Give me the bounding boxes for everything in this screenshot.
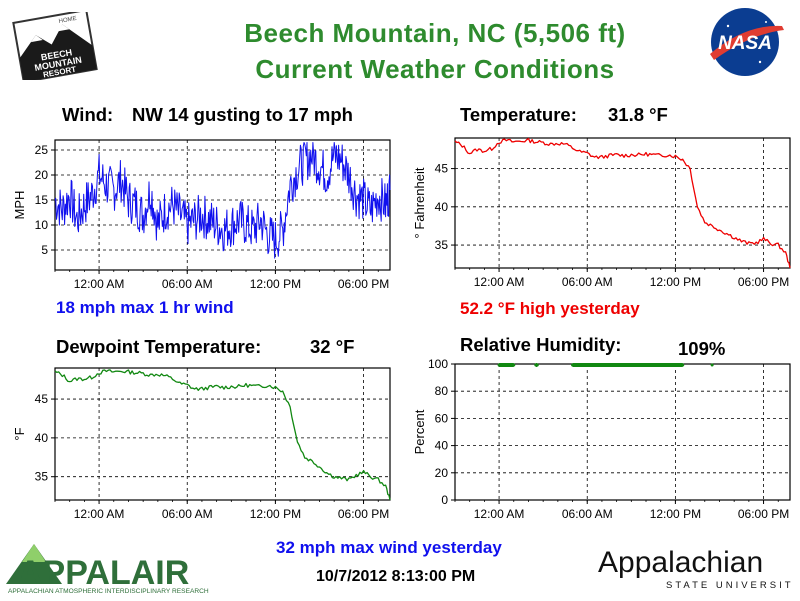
x-tick-label: 12:00 PM	[650, 275, 701, 289]
timestamp: 10/7/2012 8:13:00 PM	[316, 568, 476, 585]
wind-value: NW 14 gusting to 17 mph	[132, 104, 353, 125]
y-tick-label: 15	[35, 193, 49, 207]
humidity-point	[571, 363, 575, 367]
page-title-line-2: Current Weather Conditions	[255, 54, 615, 84]
y-tick-label: 80	[435, 384, 449, 398]
x-tick-label: 06:00 PM	[738, 275, 789, 289]
appalair-logo[interactable]: APPALAIR APPALACHIAN ATMOSPHERIC INTERDI…	[4, 536, 244, 596]
x-tick-label: 06:00 PM	[338, 507, 389, 521]
temperature-high-footnote: 52.2 °F high yesterday	[460, 299, 640, 318]
x-tick-label: 12:00 AM	[74, 507, 125, 521]
x-tick-label: 06:00 AM	[562, 507, 613, 521]
wind-label: Wind:	[62, 104, 114, 125]
dewpoint-series-line	[54, 369, 391, 501]
x-tick-label: 06:00 AM	[162, 277, 213, 291]
humidity-point	[497, 363, 501, 367]
y-tick-label: 100	[428, 357, 448, 371]
dewpoint-value: 32 °F	[310, 336, 355, 357]
appalair-subtitle: APPALACHIAN ATMOSPHERIC INTERDISCIPLINAR…	[8, 588, 209, 595]
x-tick-label: 12:00 AM	[474, 507, 525, 521]
humidity-value: 109%	[678, 338, 726, 359]
max-wind-yesterday: 32 mph max wind yesterday	[276, 538, 502, 557]
beech-mountain-logo-graphic: BEECH MOUNTAIN RESORT HOME	[12, 8, 98, 84]
nasa-logo[interactable]: NASA	[700, 4, 790, 80]
appalair-logo-graphic: APPALAIR APPALACHIAN ATMOSPHERIC INTERDI…	[6, 544, 209, 595]
y-tick-label: 45	[35, 392, 49, 406]
humidity-point	[710, 363, 714, 367]
y-tick-label: 5	[41, 243, 48, 257]
y-tick-label: 40	[435, 200, 449, 214]
x-tick-label: 12:00 PM	[650, 507, 701, 521]
x-tick-label: 06:00 PM	[738, 507, 789, 521]
temperature-chart: 12:00 AM 06:00 AM 12:00 PM 06:00 PM 35 40 45 ° …	[412, 137, 791, 289]
humidity-point	[535, 363, 539, 367]
humidity-label: Relative Humidity:	[460, 334, 622, 355]
x-tick-label: 06:00 AM	[562, 275, 613, 289]
logo-home: HOME	[58, 16, 77, 25]
appalair-wordmark: APPALAIR	[18, 554, 189, 592]
y-axis-label: °F	[12, 427, 27, 440]
humidity-point	[512, 363, 516, 367]
nasa-text: NASA	[718, 33, 772, 54]
x-tick-label: 12:00 AM	[474, 275, 525, 289]
plot-frame	[54, 139, 391, 271]
appstate-wordmark: Appalachian	[598, 546, 763, 579]
x-tick-label: 06:00 PM	[338, 277, 389, 291]
appalachian-state-logo-graphic: Appalachian STATE UNIVERSITY	[598, 546, 800, 591]
humidity-chart: 12:00 AM 06:00 AM 12:00 PM 06:00 PM 0 20 40 60 8…	[412, 357, 791, 521]
y-tick-label: 25	[35, 143, 49, 157]
wind-series-line	[54, 142, 391, 259]
page-title-line-1: Beech Mountain, NC (5,506 ft)	[244, 18, 626, 48]
x-tick-label: 12:00 AM	[74, 277, 125, 291]
temperature-label: Temperature:	[460, 104, 577, 125]
y-tick-label: 0	[441, 493, 448, 507]
temperature-value: 31.8 °F	[608, 104, 668, 125]
wind-chart: 12:00 AM 06:00 AM 12:00 PM 06:00 PM 5 10 15 20 2…	[12, 139, 391, 291]
plot-frame	[454, 137, 791, 269]
dewpoint-chart: 12:00 AM 06:00 AM 12:00 PM 06:00 PM 35 40 45 °F	[12, 367, 391, 521]
wind-max-footnote: 18 mph max 1 hr wind	[56, 298, 234, 317]
y-tick-label: 40	[435, 439, 449, 453]
appalachian-state-logo[interactable]: Appalachian STATE UNIVERSITY	[596, 540, 800, 596]
y-axis-label: ° Fahrenheit	[412, 167, 427, 238]
beech-mountain-logo[interactable]: BEECH MOUNTAIN RESORT HOME	[12, 8, 98, 84]
y-tick-label: 35	[435, 238, 449, 252]
y-tick-label: 45	[435, 162, 449, 176]
dewpoint-label: Dewpoint Temperature:	[56, 336, 262, 357]
y-tick-label: 40	[35, 431, 49, 445]
humidity-point	[578, 363, 582, 367]
temperature-series-line	[454, 137, 791, 269]
y-tick-label: 35	[35, 470, 49, 484]
x-tick-label: 12:00 PM	[250, 277, 301, 291]
x-tick-label: 06:00 AM	[162, 507, 213, 521]
appstate-subtitle: STATE UNIVERSITY	[666, 580, 792, 591]
y-axis-label: MPH	[12, 191, 27, 220]
nasa-meatball-icon: NASA	[710, 8, 784, 76]
y-axis-label: Percent	[412, 409, 427, 454]
y-tick-label: 60	[435, 411, 449, 425]
y-tick-label: 10	[35, 218, 49, 232]
humidity-point	[504, 363, 508, 367]
x-tick-label: 12:00 PM	[250, 507, 301, 521]
plot-frame	[454, 363, 791, 501]
y-tick-label: 20	[35, 168, 49, 182]
humidity-point	[681, 363, 685, 367]
y-tick-label: 20	[435, 466, 449, 480]
